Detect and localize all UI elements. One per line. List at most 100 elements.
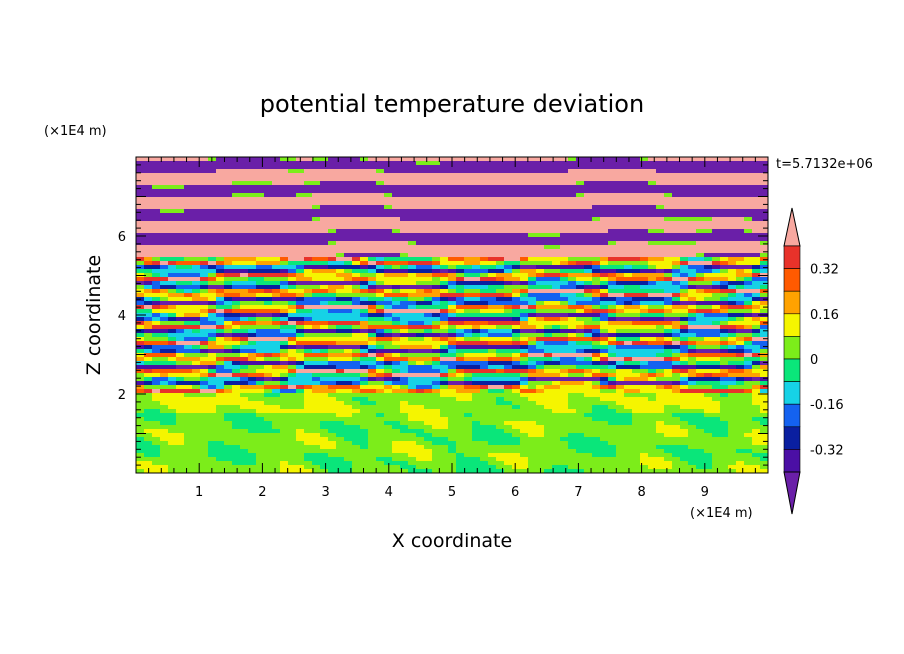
field-cell [408,349,417,354]
field-cell [704,225,713,230]
field-cell [144,253,153,258]
field-cell [544,369,553,374]
field-cell [360,197,369,202]
field-cell [336,209,345,214]
field-cell [336,381,345,386]
field-cell [552,289,561,294]
field-cell [328,265,337,270]
field-cell [464,393,473,398]
field-cell [568,389,577,394]
field-cell [496,381,505,386]
field-cell [560,249,569,254]
field-cell [528,353,537,358]
field-cell [576,185,585,190]
field-cell [656,333,665,338]
field-cell [536,201,545,206]
field-cell [592,213,601,218]
field-cell [616,261,625,266]
field-cell [640,257,649,262]
field-cell [504,325,513,330]
field-cell [344,253,353,258]
field-cell [560,325,569,330]
field-cell [160,249,169,254]
field-cell [272,173,281,178]
field-cell [600,205,609,210]
field-cell [520,397,529,402]
field-cell [552,265,561,270]
field-cell [512,237,521,242]
field-cell [328,329,337,334]
field-cell [680,189,689,194]
field-cell [656,337,665,342]
field-cell [352,169,361,174]
field-cell [240,293,249,298]
field-cell [216,301,225,306]
field-cell [576,269,585,274]
field-cell [752,369,761,374]
field-cell [368,373,377,378]
field-cell [656,229,665,234]
field-cell [136,189,145,194]
field-cell [336,253,345,258]
field-cell [704,377,713,382]
field-cell [400,365,409,370]
field-cell [712,337,721,342]
field-cell [616,305,625,310]
field-cell [528,217,537,222]
field-cell [320,341,329,346]
field-cell [168,381,177,386]
field-cell [624,293,633,298]
field-cell [528,317,537,322]
field-cell [512,165,521,170]
field-cell [488,197,497,202]
field-cell [608,305,617,310]
field-cell [224,213,233,218]
field-cell [392,301,401,306]
field-cell [352,193,361,198]
field-cell [592,349,601,354]
field-cell [552,377,561,382]
field-cell [552,325,561,330]
field-cell [728,389,737,394]
field-cell [200,157,209,162]
field-cell [392,277,401,282]
field-cell [152,345,161,350]
field-cell [224,405,233,410]
field-cell [496,277,505,282]
field-cell [232,181,241,186]
field-cell [688,373,697,378]
field-cell [328,301,337,306]
field-cell [248,373,257,378]
field-cell [344,181,353,186]
field-cell [528,397,537,402]
field-cell [448,365,457,370]
field-cell [688,341,697,346]
field-cell [720,333,729,338]
field-cell [496,293,505,298]
field-cell [584,189,593,194]
field-cell [560,333,569,338]
field-cell [152,161,161,166]
field-cell [416,361,425,366]
field-cell [584,317,593,322]
field-cell [152,185,161,190]
field-cell [480,313,489,318]
field-cell [256,181,265,186]
field-cell [224,281,233,286]
field-cell [456,173,465,178]
field-cell [368,253,377,258]
field-cell [168,349,177,354]
field-cell [688,233,697,238]
field-cell [352,293,361,298]
field-cell [248,381,257,386]
field-cell [728,385,737,390]
field-cell [640,349,649,354]
field-cell [152,285,161,290]
field-cell [248,209,257,214]
field-cell [496,405,505,410]
field-cell [576,201,585,206]
field-cell [584,233,593,238]
field-cell [744,353,753,358]
field-cell [352,325,361,330]
field-cell [584,381,593,386]
